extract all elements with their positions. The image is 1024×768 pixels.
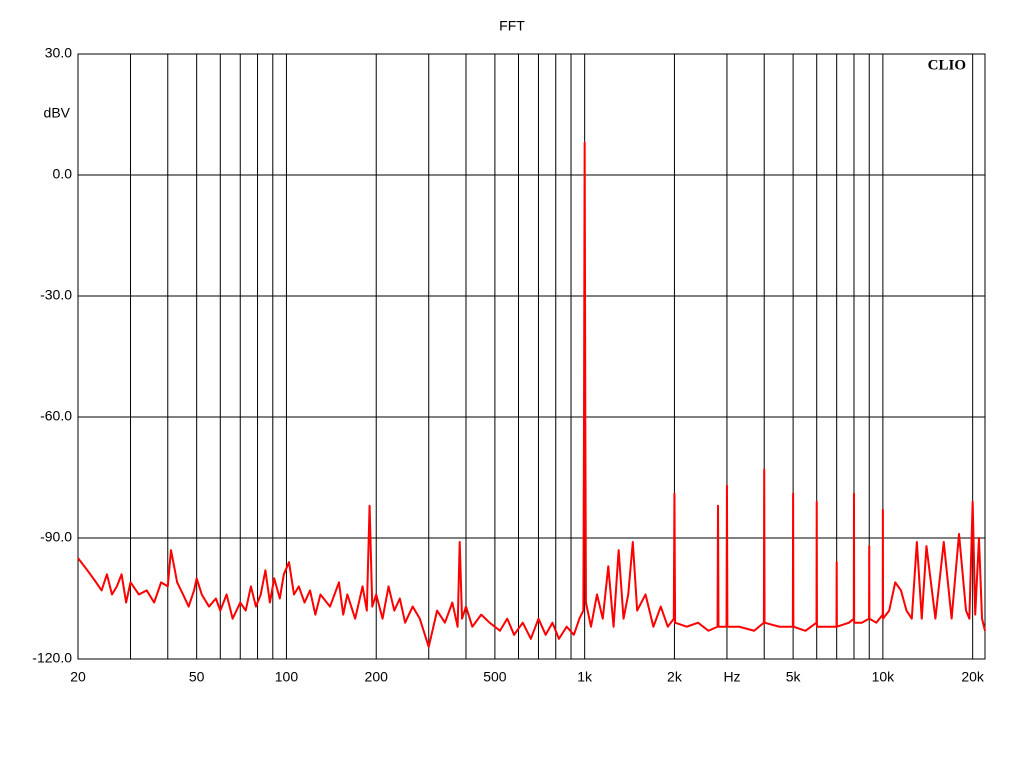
y-tick-label: 0.0 bbox=[53, 166, 73, 182]
y-tick-label: -30.0 bbox=[40, 287, 72, 303]
brand-label: CLIO bbox=[928, 57, 966, 73]
y-tick-label: -60.0 bbox=[40, 408, 72, 424]
x-tick-label: 5k bbox=[786, 669, 802, 685]
y-tick-label: -90.0 bbox=[40, 529, 72, 545]
x-tick-label: 500 bbox=[483, 669, 507, 685]
data-line bbox=[77, 141, 986, 648]
y-axis-label: dBV bbox=[44, 105, 71, 121]
x-tick-label: 50 bbox=[189, 669, 205, 685]
x-tick-label: 1k bbox=[577, 669, 593, 685]
x-tick-label: 200 bbox=[365, 669, 389, 685]
x-tick-label: 10k bbox=[872, 669, 896, 685]
x-tick-label: 20k bbox=[961, 669, 985, 685]
x-axis-label: Hz bbox=[723, 669, 740, 685]
chart-title: FFT bbox=[499, 18, 525, 34]
x-tick-label: 100 bbox=[275, 669, 299, 685]
y-tick-label: -120.0 bbox=[32, 650, 72, 666]
plot-frame bbox=[77, 53, 986, 660]
x-tick-label: 20 bbox=[70, 669, 86, 685]
x-tick-label: 2k bbox=[667, 669, 683, 685]
y-tick-label: 30.0 bbox=[45, 45, 72, 61]
